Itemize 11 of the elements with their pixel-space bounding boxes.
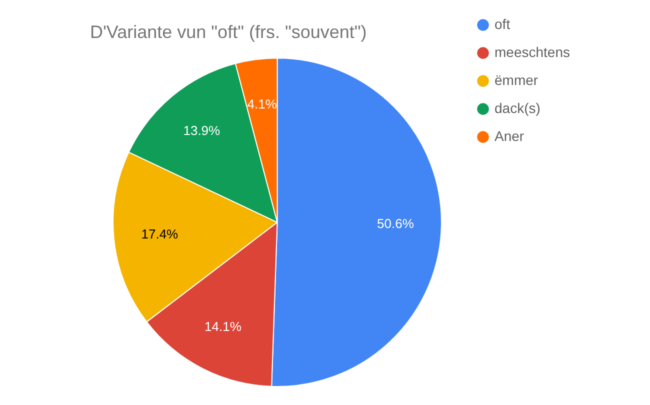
data-label: 50.6% [377, 216, 414, 231]
legend-label: meeschtens [494, 44, 570, 60]
chart-title: D'Variante vun "oft" (frs. "souvent") [90, 22, 367, 42]
legend-label: Aner [494, 128, 524, 144]
data-label: 14.1% [204, 318, 242, 334]
legend-label: dack(s) [494, 100, 540, 116]
data-label: 17.4% [141, 226, 179, 242]
legend-label: oft [494, 16, 510, 32]
legend-label: ëmmer [494, 72, 538, 88]
data-label: 4.1% [247, 96, 278, 112]
data-label: 13.9% [183, 122, 221, 138]
